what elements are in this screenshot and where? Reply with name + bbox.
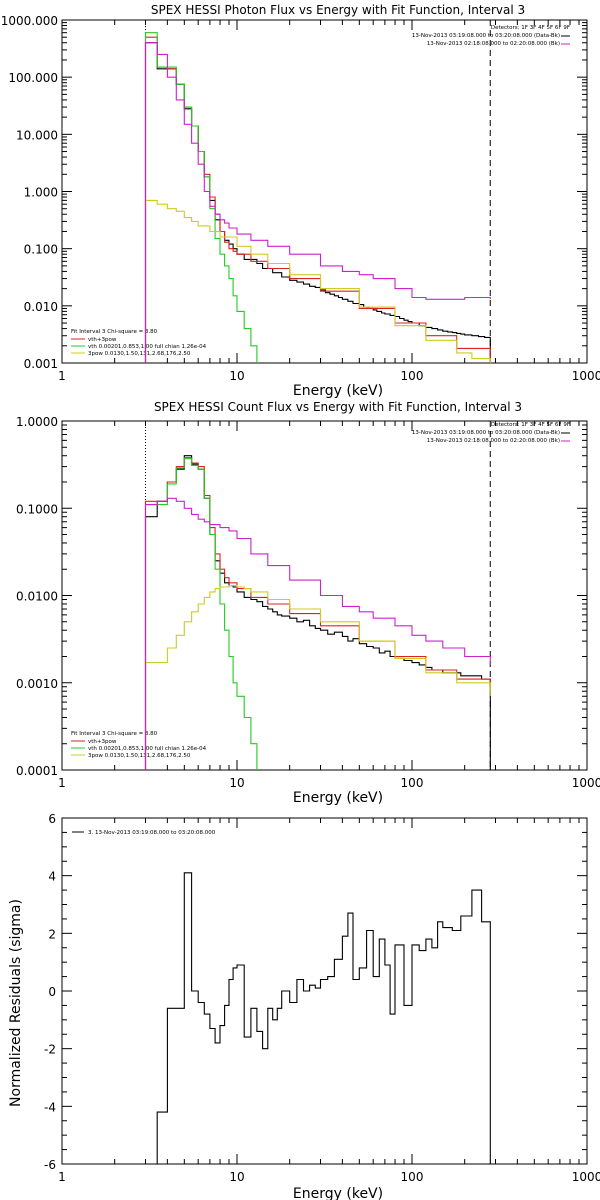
data-series-line: [144, 42, 491, 363]
fit-legend-vth: vth 0.00201,0.853,1.00 full chian 1.26e-…: [88, 746, 207, 752]
vth-3pow-series-line: [144, 36, 491, 363]
fit-legend-3pow: 3pow 0.0130,1.50,131,2.68,176,2.50: [88, 351, 191, 357]
series-group: [145, 872, 491, 1164]
fit-legend-title: Fit Interval 3 Chi-square = 3.80: [71, 329, 158, 335]
fit-legend-3pow: 3pow 0.0130,1.50,131,2.68,176,2.50: [88, 753, 191, 759]
legend-label-residuals: 3. 13-Nov-2013 03:19:08.000 to 03:20:08.…: [88, 830, 216, 836]
residuals-panel: Energy (keV) Normalized Residuals (sigma…: [8, 812, 600, 1200]
series-group: [144, 455, 491, 770]
y-tick-label: 6: [48, 812, 56, 826]
x-tick-label: 10: [229, 776, 244, 790]
fit-legend-title: Fit Interval 3 Chi-square = 3.80: [71, 731, 158, 737]
y-tick-label: 0.010: [24, 300, 58, 314]
x-tick-label: 1000: [572, 776, 600, 790]
background-series-line: [144, 42, 491, 363]
y-axis-label: Normalized Residuals (sigma): [8, 899, 24, 1107]
3pow-series-line: [144, 199, 491, 363]
fit-legend: Fit Interval 3 Chi-square = 3.80 vth+3po…: [71, 329, 207, 357]
top-legend: Detectors: 1F 3F 4F 5F 6F 9F 13-Nov-2013…: [412, 25, 570, 47]
x-axis-label: Energy (keV): [293, 1186, 383, 1200]
x-tick-label: 1: [58, 369, 66, 383]
plot-frame: [61, 817, 588, 1165]
y-tick-label: 0.1000: [16, 502, 58, 516]
y-tick-label: 1.000: [24, 186, 58, 200]
background-interval-label: 13-Nov-2013 02:18:08.000 to 02:20:08.000…: [427, 41, 560, 47]
y-tick-label: -4: [44, 1100, 56, 1114]
y-tick-label: 100.000: [8, 71, 58, 85]
vth-series-line: [144, 32, 258, 363]
x-tick-label: 100: [401, 776, 424, 790]
plot-area: 1 10 100 1000 0.001 0.010 0.100 1.000 10.000 100.…: [1, 14, 600, 383]
y-tick-label: 10.000: [16, 128, 58, 142]
photon-flux-panel: SPEX HESSI Photon Flux vs Energy with Fi…: [1, 3, 600, 399]
x-tick-label: 100: [401, 1170, 424, 1184]
fit-legend-total: vth+3pow: [88, 337, 117, 343]
vth-series-line: [144, 458, 258, 770]
y-tick-label: 0.0100: [16, 590, 58, 604]
y-tick-label: 0.0001: [16, 764, 58, 778]
x-axis-label: Energy (keV): [293, 790, 383, 806]
x-tick-label: 1000: [572, 1170, 600, 1184]
y-tick-label: 0.0010: [16, 677, 58, 691]
fit-legend-vth: vth 0.00201,0.853,1.00 full chian 1.26e-…: [88, 344, 207, 350]
series-group: [144, 32, 491, 363]
background-interval-label: 13-Nov-2013 02:18:08.000 to 02:20:08.000…: [427, 438, 560, 444]
y-tick-label: 0: [48, 985, 56, 999]
y-tick-label: 1.0000: [16, 415, 58, 429]
data-interval-label: 13-Nov-2013 03:19:08.000 to 03:20:08.000…: [412, 33, 560, 39]
y-tick-label: 4: [48, 870, 56, 884]
3pow-series-line: [144, 585, 491, 770]
data-interval-label: 13-Nov-2013 03:19:08.000 to 03:20:08.000…: [412, 430, 560, 436]
plot-area: 1 10 100 1000 -6 -4 -2 0 2 4 6: [44, 812, 600, 1184]
top-legend: Detectors: 1F 3F 4F 5F 6F 9F 13-Nov-2013…: [412, 422, 570, 444]
plot-area: 1 10 100 1000 0.0001 0.0010 0.0100 0.1000 1.0000: [16, 415, 600, 790]
x-tick-label: 1: [58, 776, 66, 790]
x-tick-label: 10: [229, 369, 244, 383]
fit-legend-total: vth+3pow: [88, 739, 117, 745]
plot-frame: [61, 19, 588, 364]
fit-legend: Fit Interval 3 Chi-square = 3.80 vth+3po…: [71, 731, 207, 759]
y-tick-label: -2: [44, 1043, 56, 1057]
panel-title: SPEX HESSI Photon Flux vs Energy with Fi…: [151, 3, 525, 17]
residual-series-line: [145, 872, 491, 1164]
x-tick-label: 1000: [572, 369, 600, 383]
x-tick-label: 1: [58, 1170, 66, 1184]
x-tick-label: 10: [229, 1170, 244, 1184]
detectors-label: Detectors: 1F 3F 4F 5F 6F 9F: [491, 25, 570, 31]
y-tick-label: 0.100: [24, 243, 58, 257]
top-legend: 3. 13-Nov-2013 03:19:08.000 to 03:20:08.…: [72, 830, 216, 836]
y-tick-label: -6: [44, 1158, 56, 1172]
background-series-line: [144, 497, 491, 770]
x-tick-label: 100: [401, 369, 424, 383]
y-tick-label: 0.001: [24, 357, 58, 371]
x-axis-label: Energy (keV): [293, 383, 383, 399]
panel-title: SPEX HESSI Count Flux vs Energy with Fit…: [154, 400, 522, 414]
count-flux-panel: SPEX HESSI Count Flux vs Energy with Fit…: [16, 400, 600, 806]
y-tick-label: 1000.000: [1, 14, 58, 28]
y-tick-label: 2: [48, 927, 56, 941]
detectors-label: Detectors: 1F 3F 4F 5F 6F 9F: [491, 422, 570, 428]
